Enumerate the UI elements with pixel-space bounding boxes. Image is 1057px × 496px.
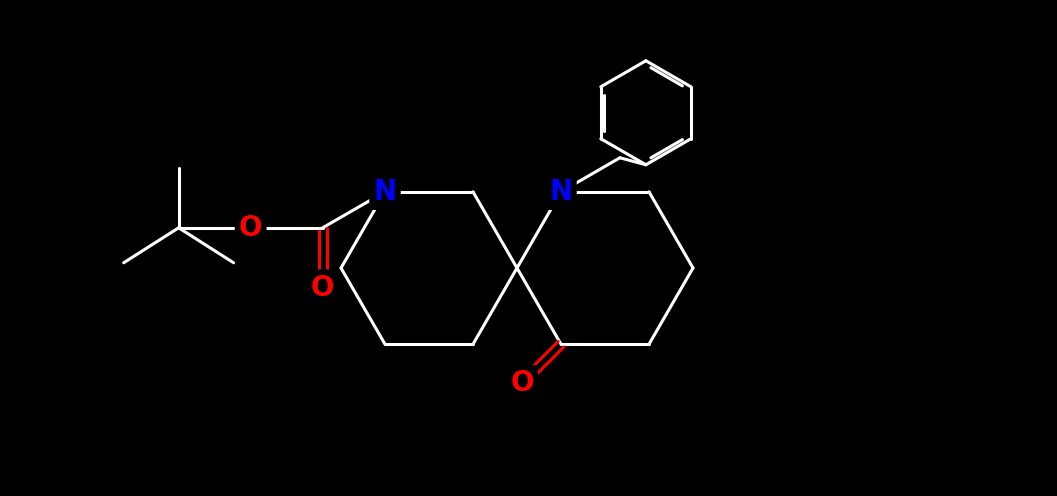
Text: O: O bbox=[311, 274, 334, 302]
Text: O: O bbox=[511, 369, 534, 397]
Text: O: O bbox=[239, 214, 262, 242]
Text: N: N bbox=[373, 178, 396, 206]
Text: N: N bbox=[550, 178, 573, 206]
